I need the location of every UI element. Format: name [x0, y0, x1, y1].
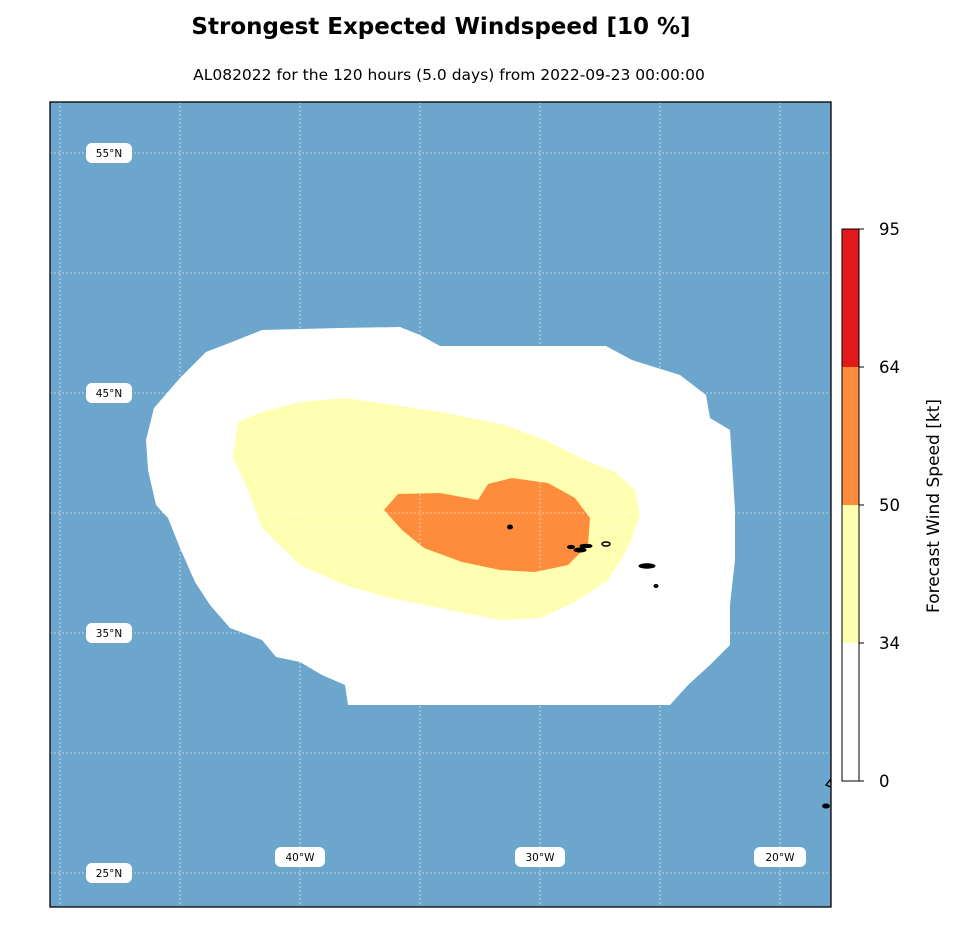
lat-label-text: 25°N — [96, 868, 122, 880]
chart-title: Strongest Expected Windspeed [10 %] — [191, 14, 691, 40]
latitude-labels: 55°N 45°N 35°N 25°N — [86, 143, 132, 883]
map-frame — [49, 101, 832, 908]
chart-subtitle: AL082022 for the 120 hours (5.0 days) fr… — [193, 66, 705, 84]
lat-label-45: 45°N — [86, 383, 132, 403]
colorbar-tick-label: 50 — [879, 496, 900, 515]
colorbar-title: Forecast Wind Speed [kt] — [924, 399, 944, 613]
colorbar-band — [842, 367, 859, 505]
colorbar-tick-label: 64 — [879, 358, 900, 377]
map-area: 55°N 45°N 35°N 25°N 40°W 30°W — [50, 102, 831, 907]
lat-label-35: 35°N — [86, 623, 132, 643]
colorbar-tick-label: 34 — [879, 634, 900, 653]
colorbar-band — [842, 643, 859, 781]
islands — [507, 524, 831, 809]
colorbar-band — [842, 229, 859, 367]
lon-label-30w: 30°W — [515, 847, 565, 867]
swath-50-64kt — [384, 478, 590, 572]
colorbar-bands — [842, 229, 859, 781]
lon-label-text: 30°W — [526, 852, 556, 864]
lat-label-text: 35°N — [96, 628, 122, 640]
lat-label-text: 45°N — [96, 388, 122, 400]
colorbar: 0 34 50 64 95 Forecast Wind Speed [kt] — [841, 220, 944, 791]
lon-label-text: 40°W — [286, 852, 316, 864]
longitude-labels: 40°W 30°W 20°W — [275, 847, 806, 867]
colorbar-tick-label: 0 — [879, 772, 890, 791]
lon-label-text: 20°W — [766, 852, 796, 864]
colorbar-band — [842, 505, 859, 643]
lat-label-25: 25°N — [86, 863, 132, 883]
lon-label-20w: 20°W — [754, 847, 806, 867]
lat-label-text: 55°N — [96, 148, 122, 160]
colorbar-ticks: 0 34 50 64 95 — [859, 220, 900, 791]
lon-label-40w: 40°W — [275, 847, 325, 867]
lat-label-55: 55°N — [86, 143, 132, 163]
colorbar-tick-label: 95 — [879, 220, 900, 239]
